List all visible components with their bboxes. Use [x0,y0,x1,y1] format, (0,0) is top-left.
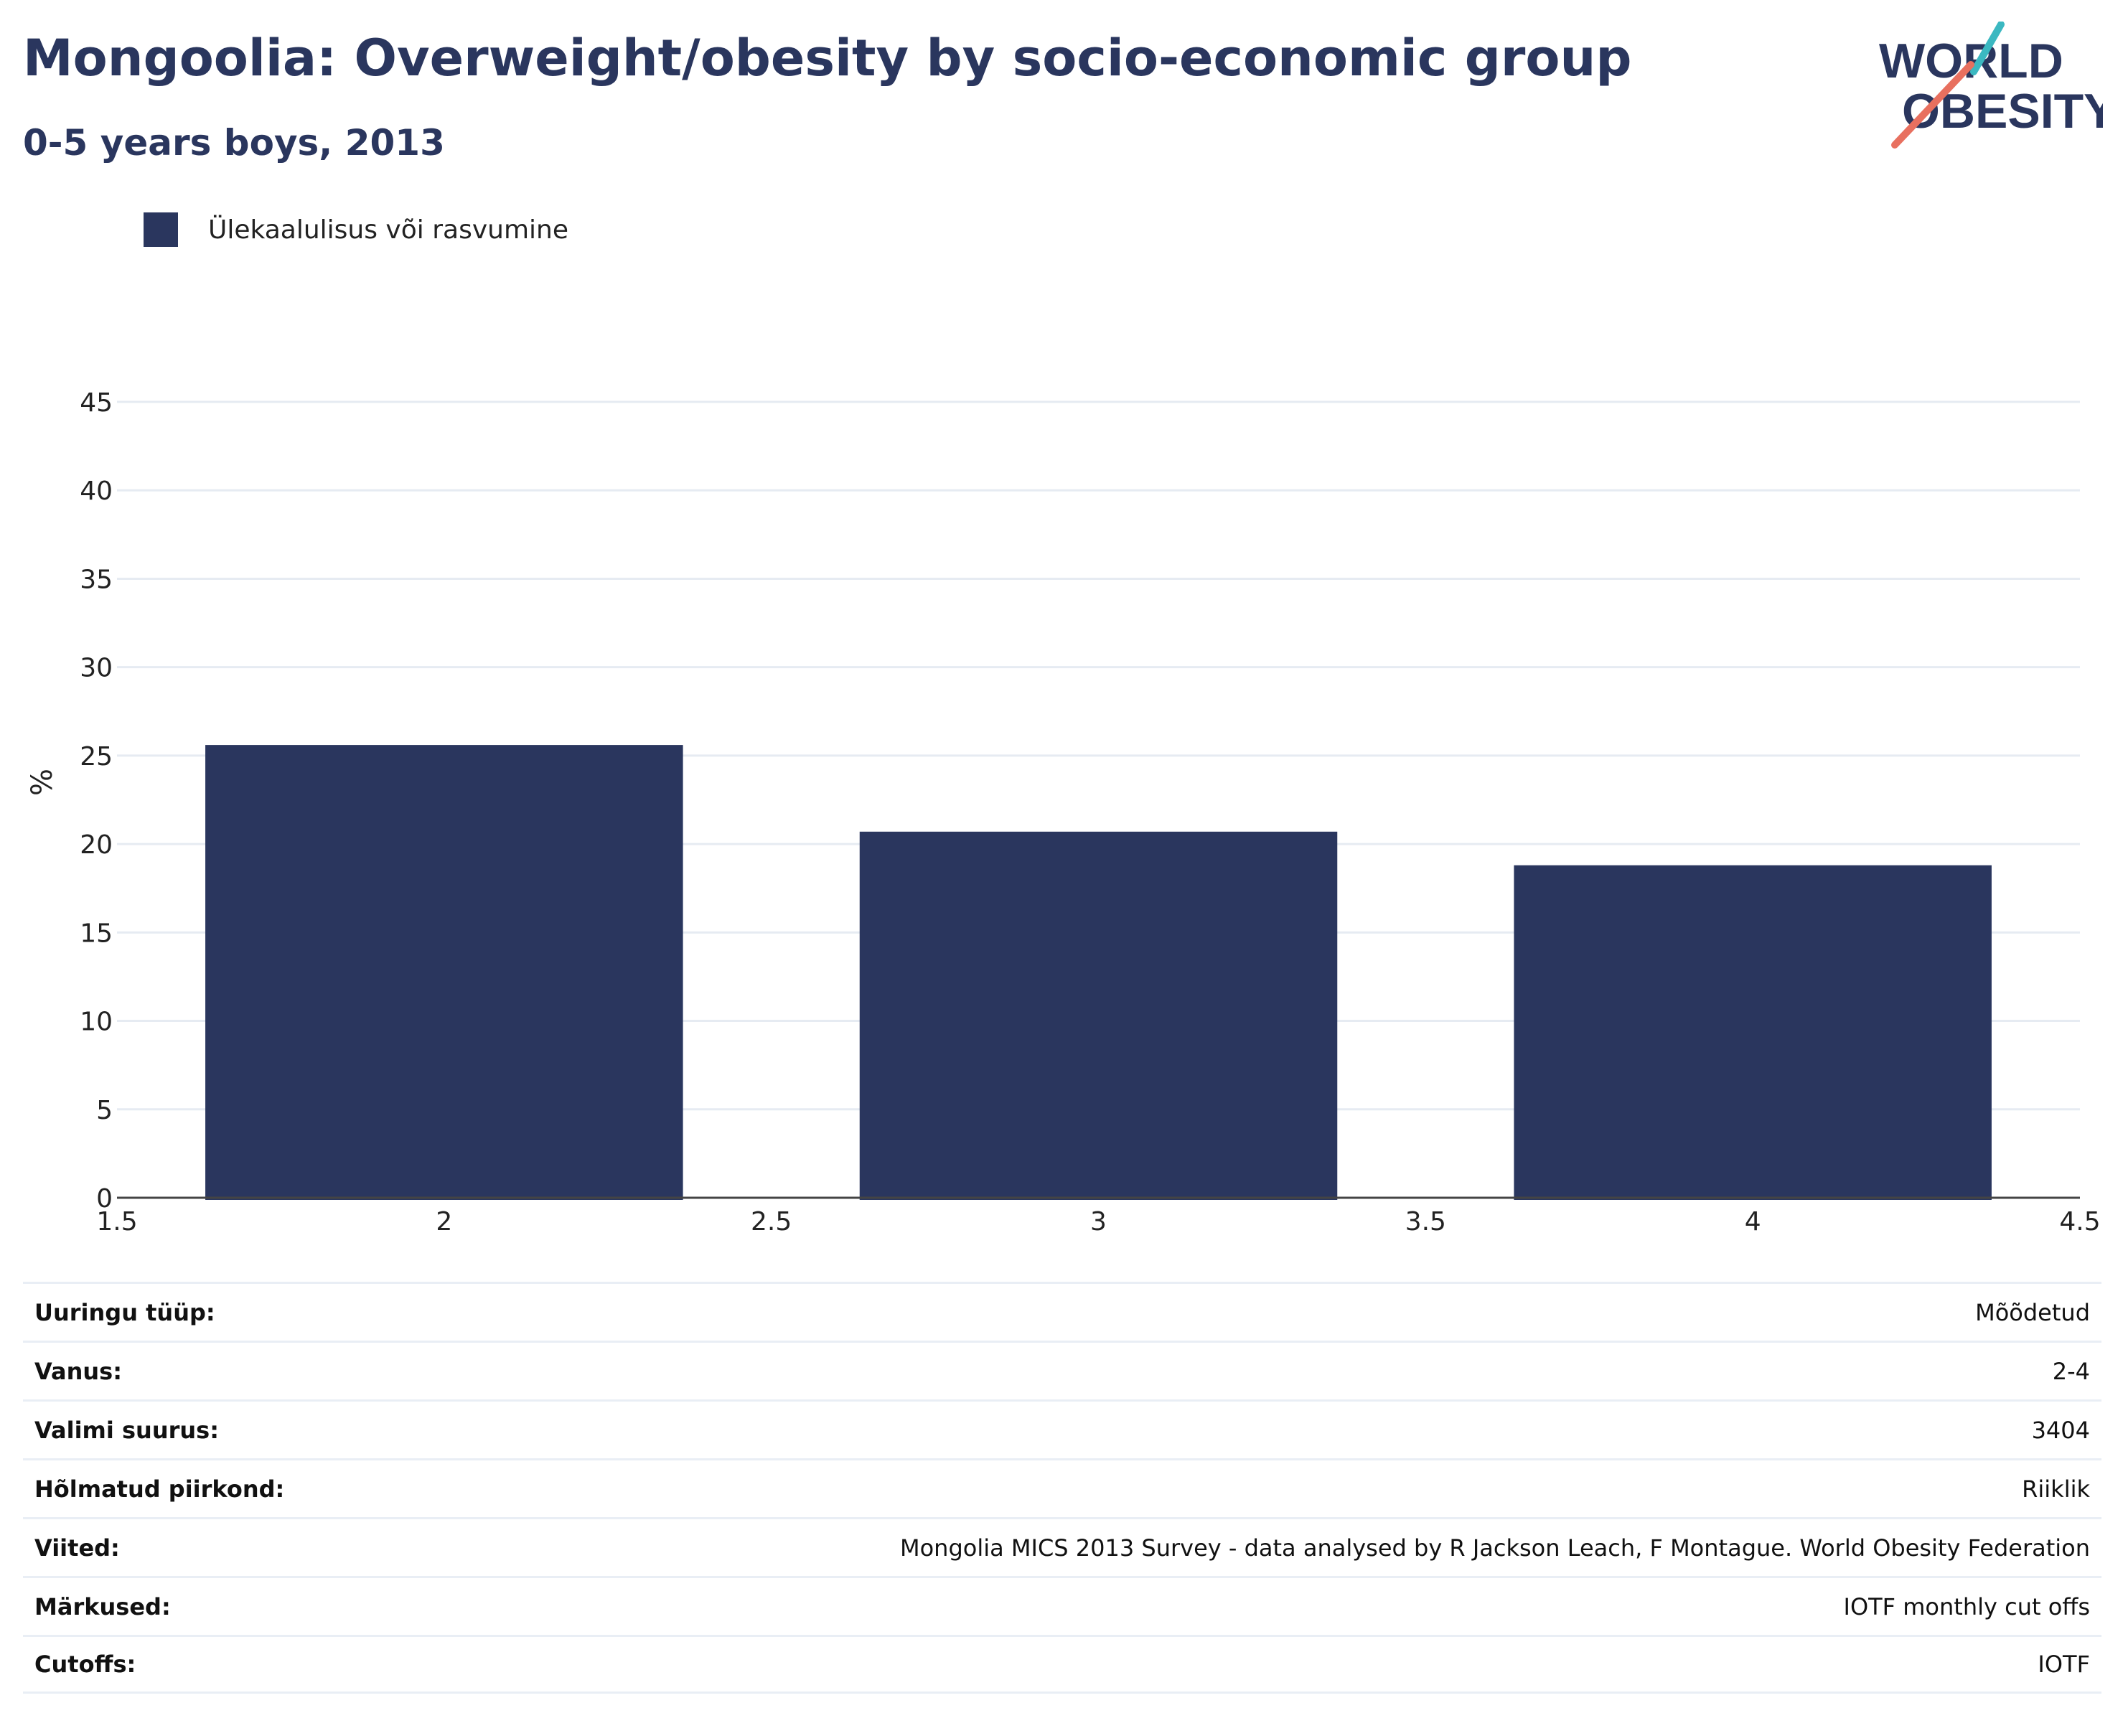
y-tick-label: 45 [80,388,113,418]
bar-chart: 0 5 10 15 20 25 30 35 40 45 1.5 2 2.5 3 3.5 4 4.5 % [26,388,2101,1237]
x-tick-label: 2.5 [751,1207,792,1237]
page-title: Mongoolia: Overweight/obesity by socio-e… [23,29,1632,88]
y-tick-label: 15 [80,919,113,948]
info-value: IOTF monthly cut offs [1843,1592,2091,1620]
info-value: Riiklik [2022,1475,2090,1503]
y-tick-label: 20 [80,830,113,860]
logo-line1: WORLD [1879,34,2063,88]
info-value: IOTF [2038,1651,2090,1678]
x-tick-label: 2 [436,1207,452,1237]
info-row: Valimi suurus: 3404 [23,1399,2101,1458]
x-tick-label: 3.5 [1405,1207,1446,1237]
y-axis-title: % [26,769,59,796]
logo-line2: OBESITY [1902,84,2103,139]
info-label: Viited: [34,1534,120,1562]
axes: 0 5 10 15 20 25 30 35 40 45 1.5 2 2.5 3 3.5 4 4.5 [80,388,2100,1237]
info-row: Uuringu tüüp: Mõõdetud [23,1282,2101,1341]
info-value: 2-4 [2052,1357,2090,1385]
bar[interactable] [205,745,683,1200]
y-tick-label: 10 [80,1008,113,1037]
info-label: Cutoffs: [34,1651,136,1678]
info-row: Hõlmatud piirkond: Riiklik [23,1458,2101,1517]
info-label: Uuringu tüüp: [34,1298,215,1326]
info-label: Märkused: [34,1592,171,1620]
bar[interactable] [1514,865,1992,1200]
legend-swatch [144,212,178,247]
info-value: Mõõdetud [1975,1298,2090,1326]
x-tick-label: 4 [1745,1207,1761,1237]
info-row: Märkused: IOTF monthly cut offs [23,1576,2101,1635]
info-label: Hõlmatud piirkond: [34,1475,285,1503]
logo-teal-stroke [1970,22,2005,75]
info-value: Mongolia MICS 2013 Survey - data analyse… [899,1534,2090,1562]
legend-label: Ülekaalulisus või rasvumine [208,215,568,245]
y-tick-label: 0 [96,1184,113,1214]
info-table: Uuringu tüüp: Mõõdetud Vanus: 2-4 Valimi suu… [23,1282,2101,1694]
bars [205,745,1992,1200]
info-row: Viited: Mongolia MICS 2013 Survey - data … [23,1517,2101,1576]
logo-coral-stroke [1891,61,1974,149]
world-obesity-logo: WORLD OBESITY [1879,22,2103,149]
page-subtitle: 0-5 years boys, 2013 [23,122,445,164]
info-row: Cutoffs: IOTF [23,1635,2101,1694]
info-label: Valimi suurus: [34,1416,220,1444]
x-tick-label: 4.5 [2059,1207,2100,1237]
x-tick-label: 1.5 [96,1207,137,1237]
bar[interactable] [859,831,1338,1200]
y-tick-label: 5 [96,1096,113,1125]
info-label: Vanus: [34,1357,123,1385]
info-value: 3404 [2031,1416,2090,1444]
y-tick-label: 35 [80,565,113,594]
legend[interactable]: Ülekaalulisus või rasvumine [144,212,568,247]
info-row: Vanus: 2-4 [23,1341,2101,1399]
y-tick-label: 40 [80,477,113,506]
x-tick-label: 3 [1090,1207,1107,1237]
y-tick-label: 30 [80,654,113,683]
y-tick-label: 25 [80,742,113,771]
